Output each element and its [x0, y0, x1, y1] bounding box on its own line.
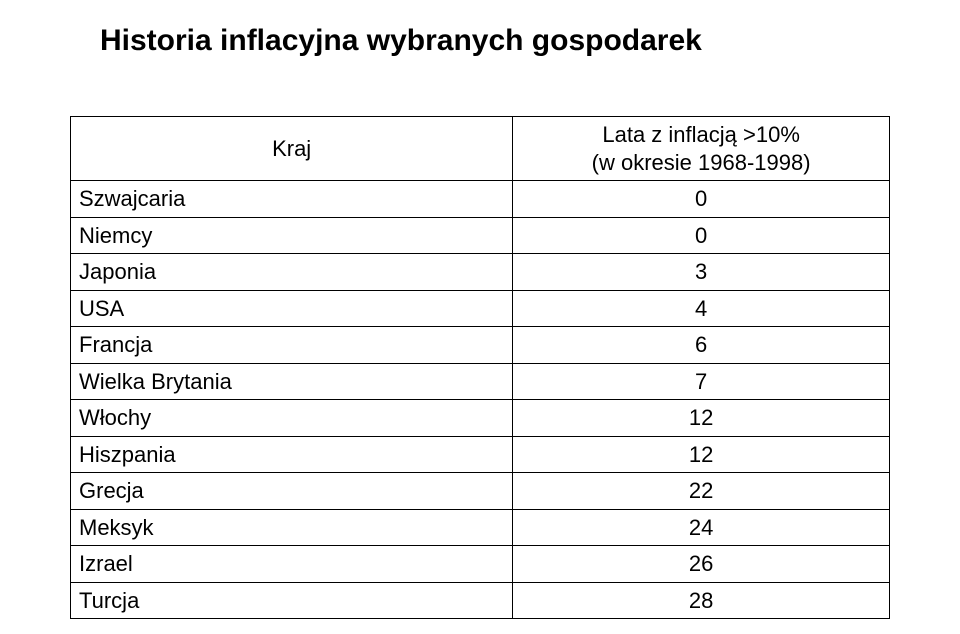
table-row: Wielka Brytania 7	[71, 363, 890, 400]
table-row: Niemcy 0	[71, 217, 890, 254]
inflation-history-table: Kraj Lata z inflacją >10% (w okresie 196…	[70, 116, 890, 619]
value-cell: 0	[513, 181, 890, 218]
value-cell: 28	[513, 582, 890, 619]
country-cell: Włochy	[71, 400, 513, 437]
country-cell: Hiszpania	[71, 436, 513, 473]
table-row: Hiszpania 12	[71, 436, 890, 473]
country-cell: Francja	[71, 327, 513, 364]
table-header-row: Kraj Lata z inflacją >10% (w okresie 196…	[71, 117, 890, 181]
table-row: Izrael 26	[71, 546, 890, 583]
table-row: Włochy 12	[71, 400, 890, 437]
value-cell: 7	[513, 363, 890, 400]
country-cell: Turcja	[71, 582, 513, 619]
table-row: Francja 6	[71, 327, 890, 364]
value-cell: 3	[513, 254, 890, 291]
value-cell: 6	[513, 327, 890, 364]
value-cell: 0	[513, 217, 890, 254]
table-row: Turcja 28	[71, 582, 890, 619]
country-cell: Izrael	[71, 546, 513, 583]
header-country: Kraj	[71, 117, 513, 181]
header-value-line1: Lata z inflacją >10%	[602, 122, 800, 147]
country-cell: Japonia	[71, 254, 513, 291]
value-cell: 22	[513, 473, 890, 510]
country-cell: Meksyk	[71, 509, 513, 546]
table-row: Meksyk 24	[71, 509, 890, 546]
table-row: USA 4	[71, 290, 890, 327]
header-value: Lata z inflacją >10% (w okresie 1968-199…	[513, 117, 890, 181]
country-cell: USA	[71, 290, 513, 327]
country-cell: Niemcy	[71, 217, 513, 254]
table-row: Grecja 22	[71, 473, 890, 510]
country-cell: Wielka Brytania	[71, 363, 513, 400]
value-cell: 12	[513, 436, 890, 473]
value-cell: 26	[513, 546, 890, 583]
table-row: Japonia 3	[71, 254, 890, 291]
country-cell: Grecja	[71, 473, 513, 510]
value-cell: 4	[513, 290, 890, 327]
table-row: Szwajcaria 0	[71, 181, 890, 218]
page-title: Historia inflacyjna wybranych gospodarek	[100, 24, 890, 58]
page: Historia inflacyjna wybranych gospodarek…	[0, 0, 960, 634]
value-cell: 12	[513, 400, 890, 437]
value-cell: 24	[513, 509, 890, 546]
header-value-line2: (w okresie 1968-1998)	[592, 150, 811, 175]
country-cell: Szwajcaria	[71, 181, 513, 218]
